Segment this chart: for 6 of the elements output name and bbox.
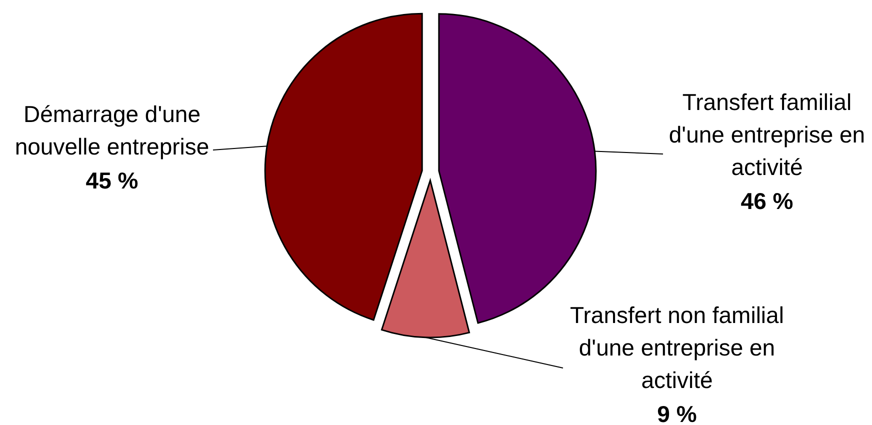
slice-label: Transfert non familial d'une entreprise en activité: [570, 302, 784, 393]
data-label: 9 %: [657, 401, 697, 425]
data-label: 46 %: [740, 188, 794, 214]
slice-label: Transfert familial d'une entreprise en activité: [668, 89, 866, 180]
data-label: 45 %: [86, 168, 138, 194]
slice-label: Démarrage d'une nouvelle entreprise: [14, 101, 210, 160]
